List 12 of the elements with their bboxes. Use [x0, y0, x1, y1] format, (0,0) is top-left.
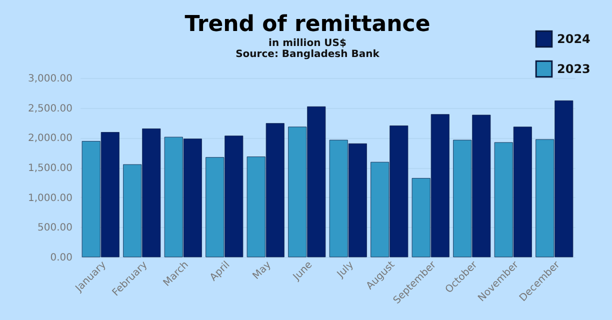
chart-title: Trend of remittance — [184, 12, 430, 37]
legend-label: 2023 — [557, 62, 590, 76]
y-tick-label: 3,000.00 — [28, 74, 72, 84]
source-note: Source: Bangladesh Bank — [236, 49, 380, 60]
chart-subtitle: in million US$ — [268, 38, 346, 49]
y-tick-label: 1,500.00 — [28, 163, 72, 174]
y-tick-label: 2,000.00 — [28, 133, 72, 144]
y-tick-label: 2,500.00 — [28, 103, 72, 114]
y-tick-label: 500.00 — [38, 222, 72, 234]
y-tick-label: 0.00 — [50, 252, 72, 264]
legend-label: 2024 — [557, 32, 590, 46]
y-tick-label: 1,000.00 — [28, 192, 72, 204]
